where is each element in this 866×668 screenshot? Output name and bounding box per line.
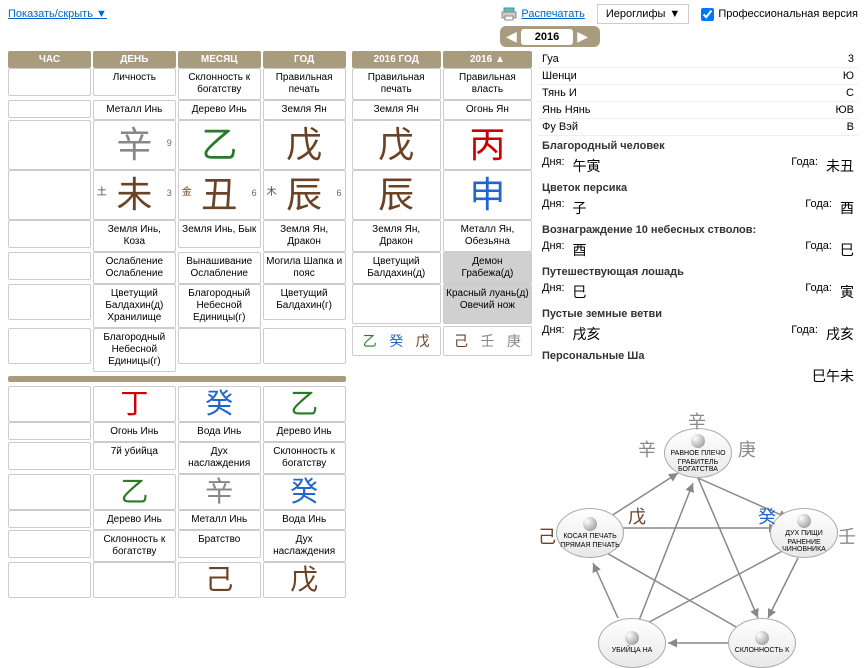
pillar-head: ГОД xyxy=(263,51,346,68)
year-nav: ◀ 2016 ▶ xyxy=(500,26,600,47)
cell: Вынашивание Ослабление xyxy=(178,252,261,284)
diagram-glyph: 辛 xyxy=(688,408,706,434)
cell: Ослабление Ослабление xyxy=(93,252,176,284)
glyph: 辰木6 xyxy=(263,170,346,220)
cell: Земля Ян xyxy=(263,100,346,120)
cell: Цветущий Балдахин(д) Хранилище xyxy=(93,284,176,328)
glyph-dropdown[interactable]: Иероглифы▼ xyxy=(597,4,689,24)
info-row: ШенциЮ xyxy=(538,68,858,85)
diagram-node: СКЛОННОСТЬ К xyxy=(728,618,796,668)
cell xyxy=(8,328,91,364)
diagram-glyph: 癸 xyxy=(758,503,776,529)
cell: Металл Инь xyxy=(93,100,176,120)
cell: Склонность к богатству xyxy=(178,68,261,100)
cell: Правильная печать xyxy=(263,68,346,100)
diagram-glyph: 辛 xyxy=(638,436,656,462)
year-value: 2016 xyxy=(521,29,573,45)
info-row: Гуа3 xyxy=(538,51,858,68)
cell xyxy=(263,328,346,364)
glyph: 辛9 xyxy=(93,120,176,170)
info-row: Фу ВэйВ xyxy=(538,119,858,136)
pillar-head: ДЕНЬ xyxy=(93,51,176,68)
printer-icon xyxy=(501,6,517,22)
glyph: 戊 xyxy=(263,120,346,170)
diagram-node: КОСАЯ ПЕЧАТЬПРЯМАЯ ПЕЧАТЬ xyxy=(556,508,624,558)
pro-checkbox[interactable]: Профессиональная версия xyxy=(701,8,858,21)
cell xyxy=(8,284,91,320)
diagram-glyph: 己 xyxy=(538,523,556,549)
cell xyxy=(8,100,91,118)
info-row: Тянь ИС xyxy=(538,85,858,102)
cell: Дерево Инь xyxy=(178,100,261,120)
diagram-node: УБИЙЦА НА xyxy=(598,618,666,668)
cell xyxy=(8,68,91,96)
print-link[interactable]: Распечатать xyxy=(501,6,584,22)
cell: Благородный Небесной Единицы(г) xyxy=(93,328,176,372)
glyph xyxy=(8,170,91,220)
cell: Могила Шапка и пояс xyxy=(263,252,346,284)
cell xyxy=(8,252,91,280)
glyph: 丑金6 xyxy=(178,170,261,220)
glyph: 未土3 xyxy=(93,170,176,220)
year-prev[interactable]: ◀ xyxy=(502,28,521,45)
diagram-node: РАВНОЕ ПЛЕЧОГРАБИТЕЛЬ БОГАТСТВА xyxy=(664,428,732,478)
luck-pillars: 2016 ГОД2016 ▲ Правильная печатьПравильн… xyxy=(352,51,532,668)
toggle-link[interactable]: Показать/скрыть ▼ xyxy=(8,8,107,20)
glyph: 乙 xyxy=(178,120,261,170)
year-next[interactable]: ▶ xyxy=(573,28,592,45)
cell xyxy=(178,328,261,364)
cell: Цветущий Балдахин(г) xyxy=(263,284,346,320)
pillar-head[interactable]: 2016 ▲ xyxy=(443,51,532,68)
relations-diagram: РАВНОЕ ПЛЕЧОГРАБИТЕЛЬ БОГАТСТВА ДУХ ПИЩИР… xyxy=(538,408,858,668)
cell: Личность xyxy=(93,68,176,96)
info-list: Гуа3ШенциЮТянь ИСЯнь НяньЮВФу ВэйВБлагор… xyxy=(538,51,858,388)
cell: Земля Инь, Коза xyxy=(93,220,176,252)
diagram-glyph: 壬 xyxy=(838,523,856,549)
cell: Благородный Небесной Единицы(г) xyxy=(178,284,261,328)
pillar-head: МЕСЯЦ xyxy=(178,51,261,68)
diagram-glyph: 戊 xyxy=(628,503,646,529)
pillar-head[interactable]: 2016 ГОД xyxy=(352,51,441,68)
cell: Земля Ян, Дракон xyxy=(263,220,346,252)
info-row: Янь НяньЮВ xyxy=(538,102,858,119)
glyph xyxy=(8,120,91,170)
cell: Земля Инь, Бык xyxy=(178,220,261,248)
main-pillars: ЧАСДЕНЬМЕСЯЦГОД ЛичностьСклонность к бог… xyxy=(8,51,346,668)
diagram-glyph: 庚 xyxy=(738,436,756,462)
cell xyxy=(8,220,91,248)
pillar-head: ЧАС xyxy=(8,51,91,68)
diagram-node: ДУХ ПИЩИРАНЕНИЕ ЧИНОВНИКА xyxy=(770,508,838,558)
